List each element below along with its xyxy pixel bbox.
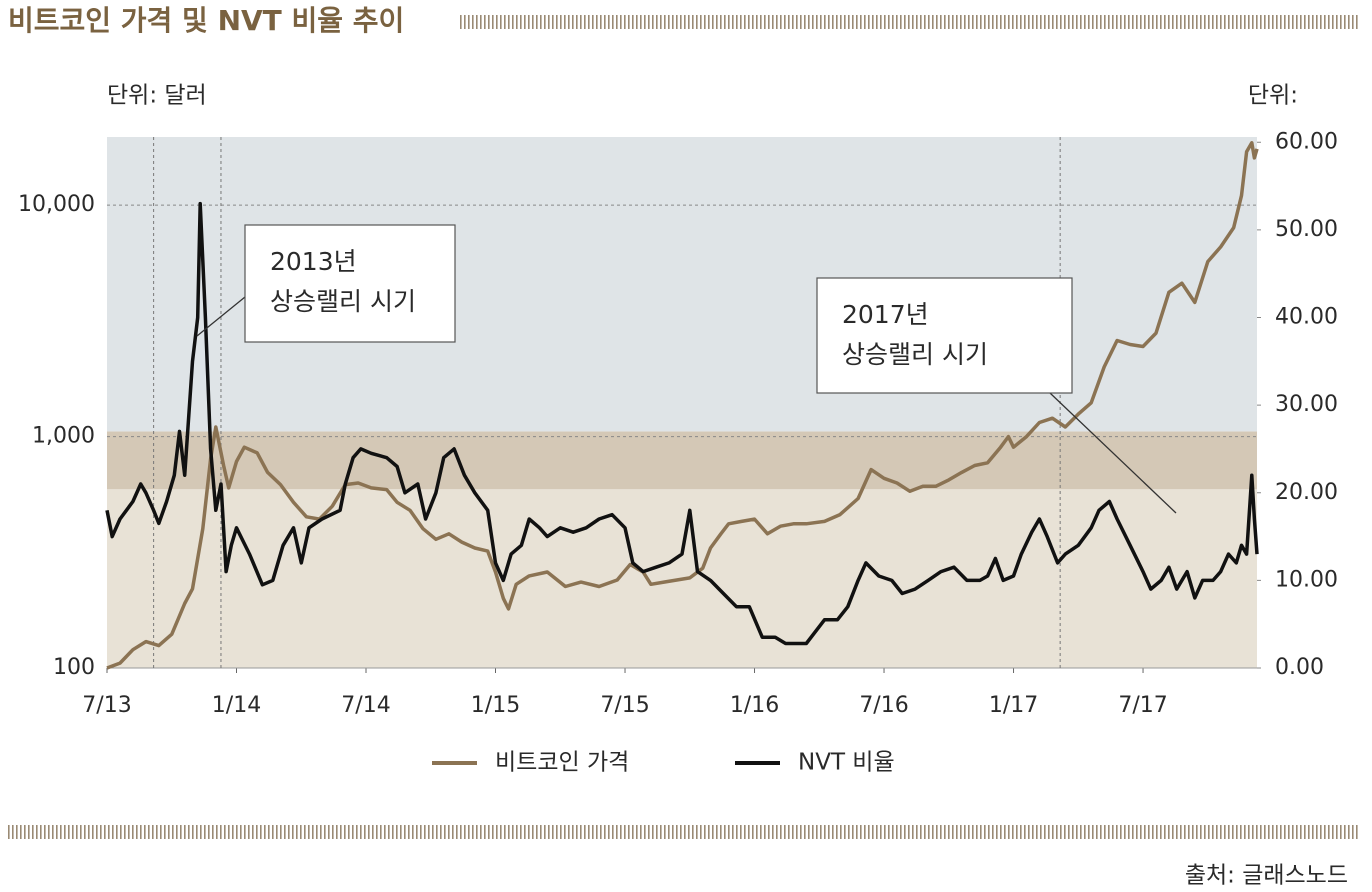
x-tick-label: 7/14 xyxy=(341,693,390,718)
legend-label: NVT 비율 xyxy=(798,750,895,776)
x-tick-label: 7/16 xyxy=(859,693,908,718)
annotation-text: 2017년 xyxy=(842,300,929,329)
series-line xyxy=(106,141,1259,670)
plot-area: 100 1,000 10,000 0.00 10.00 20.00 30.00 40.00 50… xyxy=(18,129,1338,718)
x-tick-label: 7/13 xyxy=(82,693,131,718)
y-unit-label: 단위: 달러 xyxy=(107,83,207,109)
x-tick-label: 1/15 xyxy=(471,693,520,718)
legend-label: 비트코인 가격 xyxy=(495,750,629,776)
footer-rule xyxy=(8,825,1358,839)
annotation-text: 상승랠리 시기 xyxy=(270,287,416,316)
x-tick-label: 7/15 xyxy=(600,693,649,718)
annotation-leader xyxy=(1049,392,1177,514)
x-tick-label: 7/17 xyxy=(1118,693,1167,718)
legend: 비트코인 가격 NVT 비율 xyxy=(432,750,895,776)
x-tick-label: 1/14 xyxy=(212,693,261,718)
y2-tick-label: 20.00 xyxy=(1275,480,1338,505)
annotation-box xyxy=(816,277,1073,394)
y2-tick-label: 10.00 xyxy=(1275,567,1338,592)
x-tick-label: 1/17 xyxy=(989,693,1038,718)
source: 출처: 글래스노드 xyxy=(1185,863,1348,889)
annotation-box xyxy=(244,224,456,343)
y2-unit-label: 단위: xyxy=(1248,83,1298,109)
y2-tick-label: 0.00 xyxy=(1275,655,1324,680)
y-tick-label: 1,000 xyxy=(32,424,95,449)
chart-title: 비트코인 가격 및 NVT 비율 추이 xyxy=(8,4,404,37)
annotation-leader xyxy=(196,296,246,337)
y-tick-label: 10,000 xyxy=(18,192,95,217)
y2-tick-label: 60.00 xyxy=(1275,129,1338,154)
y-tick-label: 100 xyxy=(53,655,95,680)
series-line xyxy=(105,201,1259,646)
y2-tick-label: 40.00 xyxy=(1275,305,1338,330)
annotation-text: 2013년 xyxy=(270,247,357,276)
annotation-text: 상승랠리 시기 xyxy=(842,340,988,369)
x-tick-label: 1/16 xyxy=(730,693,779,718)
title-rule xyxy=(458,15,1358,29)
shaded-region xyxy=(107,431,1257,490)
y2-tick-label: 50.00 xyxy=(1275,217,1338,242)
y2-tick-label: 30.00 xyxy=(1275,392,1338,417)
